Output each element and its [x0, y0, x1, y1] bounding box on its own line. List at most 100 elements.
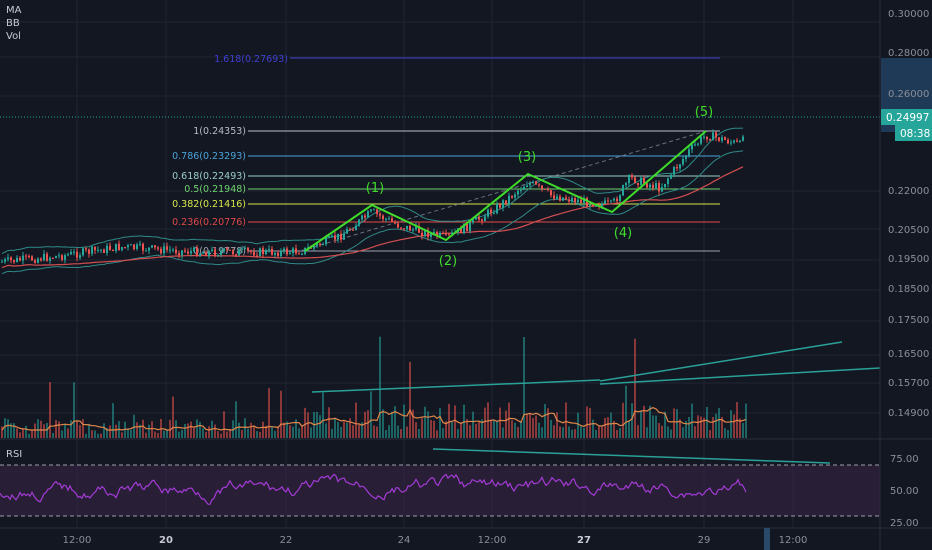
candle-body: [676, 167, 678, 169]
volume-trendline-1[interactable]: [311, 379, 601, 393]
volume-bar: [379, 336, 381, 438]
volume-bar: [664, 411, 666, 438]
fib-label-05: 0.5(0.21948): [184, 184, 246, 195]
volume-bar: [292, 426, 294, 438]
volume-bar: [19, 432, 21, 438]
candle-body: [286, 248, 288, 255]
volume-bar: [169, 419, 171, 438]
volume-bar: [7, 419, 9, 438]
volume-bar: [241, 430, 243, 438]
candle-body: [157, 247, 159, 249]
candle-body: [526, 185, 528, 187]
candle-body: [484, 216, 486, 222]
price-tick: 0.20500: [888, 225, 929, 236]
volume-bar: [484, 407, 486, 438]
volume-bar: [154, 431, 156, 438]
candle-body: [703, 136, 705, 138]
candle-body: [199, 253, 201, 257]
candle-body: [430, 233, 432, 237]
indicator-legend-vol[interactable]: Vol: [6, 31, 21, 42]
time-tick: 24: [398, 535, 411, 546]
indicator-legend-rsi[interactable]: RSI: [6, 449, 23, 460]
volume-bar: [586, 406, 588, 438]
candle-body: [85, 248, 87, 250]
candle-body: [340, 233, 342, 240]
volume-bar: [685, 420, 687, 438]
candle-body: [733, 140, 735, 143]
volume-bar: [670, 429, 672, 438]
fib-label-0236: 0.236(0.20776): [172, 217, 246, 228]
volume-bar: [682, 427, 684, 438]
candle-body: [247, 247, 249, 251]
volume-bar: [307, 412, 309, 438]
volume-bar: [448, 403, 450, 438]
volume-bar: [658, 423, 660, 438]
candle-body: [118, 243, 120, 251]
volume-bar: [148, 424, 150, 438]
volume-bar: [175, 420, 177, 438]
volume-bar: [571, 429, 573, 438]
volume-bar: [652, 415, 654, 438]
candle-body: [1, 261, 3, 263]
volume-trendline-2[interactable]: [599, 341, 843, 382]
volume-bar: [334, 418, 336, 438]
indicator-legend-bb[interactable]: BB: [6, 18, 20, 29]
volume-bar: [730, 410, 732, 438]
volume-bar: [178, 431, 180, 438]
bollinger-upper-band: [1, 127, 744, 255]
candle-body: [58, 255, 60, 257]
candle-body: [424, 230, 426, 236]
rsi-tick: 50.00: [890, 486, 919, 497]
volume-trendline-3[interactable]: [599, 367, 881, 385]
volume-bar: [217, 431, 219, 438]
candle-body: [238, 249, 240, 256]
volume-bar: [370, 391, 372, 438]
volume-bar: [103, 423, 105, 438]
candle-body: [571, 198, 573, 202]
candle-body: [106, 245, 108, 253]
candle-body: [334, 235, 336, 240]
candle-body: [136, 244, 138, 249]
candle-body: [559, 196, 561, 201]
elliott-wave-line[interactable]: [304, 130, 707, 252]
candle-body: [580, 199, 582, 203]
candle-body: [376, 209, 378, 214]
candle-body: [283, 248, 285, 251]
volume-bar: [202, 428, 204, 438]
candle-body: [679, 164, 681, 169]
volume-bar: [598, 426, 600, 438]
volume-bar: [223, 411, 225, 438]
candle-body: [502, 200, 504, 208]
candle-body: [436, 231, 438, 237]
candle-body: [439, 232, 441, 237]
volume-bar: [745, 403, 747, 438]
volume-bar: [589, 407, 591, 438]
candle-body: [46, 253, 48, 261]
volume-bar: [490, 420, 492, 438]
candle-body: [658, 183, 660, 192]
volume-bar: [532, 418, 534, 438]
volume-bar: [505, 410, 507, 438]
volume-bar: [604, 417, 606, 438]
candle-body: [646, 183, 648, 188]
volume-bar: [541, 427, 543, 438]
volume-bar: [394, 406, 396, 438]
volume-bar: [499, 407, 501, 438]
indicator-legend-ma[interactable]: MA: [6, 5, 22, 16]
volume-moving-average: [1, 407, 747, 431]
candle-body: [97, 249, 99, 251]
candle-body: [352, 229, 354, 231]
candle-body: [625, 183, 627, 186]
candle-body: [148, 247, 150, 251]
volume-bar: [88, 423, 90, 438]
rsi-trendline[interactable]: [432, 448, 831, 464]
candle-body: [478, 217, 480, 220]
volume-bar: [661, 425, 663, 438]
volume-bar: [478, 420, 480, 438]
volume-bar: [184, 423, 186, 438]
volume-bar: [142, 419, 144, 438]
volume-bar: [37, 419, 39, 438]
fib-retracement[interactable]: 1.618(0.27693) 1(0.24353) 0.786(0.23293)…: [172, 54, 720, 257]
candle-body: [187, 251, 189, 254]
